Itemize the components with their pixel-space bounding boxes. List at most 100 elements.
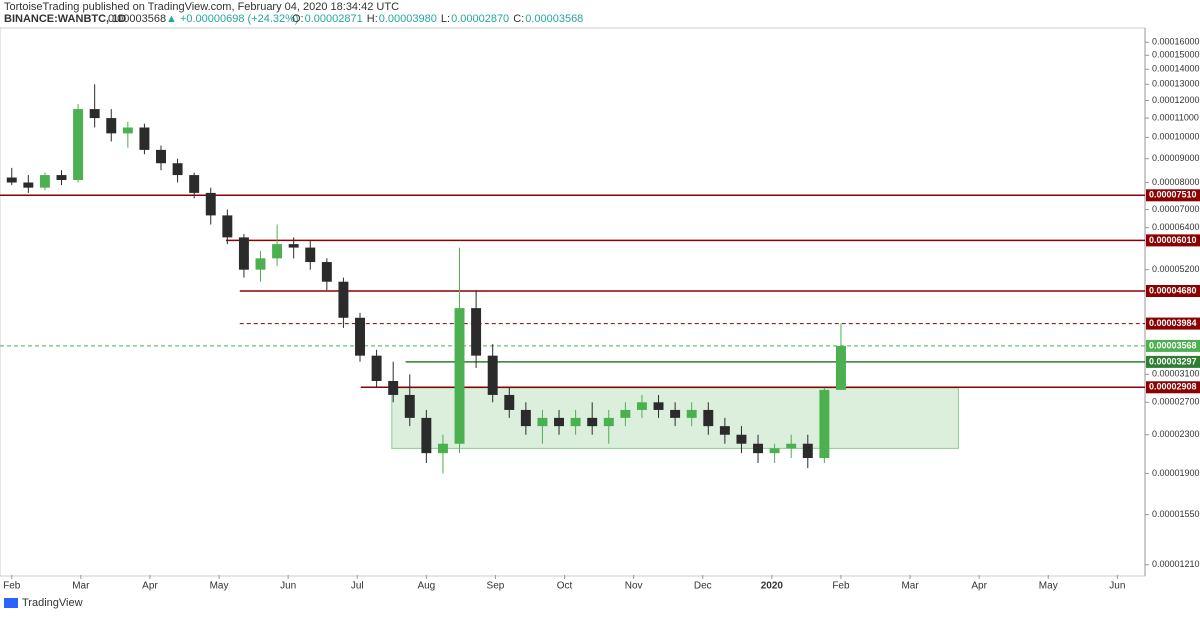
level-tag (1146, 189, 1200, 202)
candle-body (819, 389, 830, 459)
candle-body (636, 402, 647, 410)
candle-body (454, 308, 465, 444)
candle-body (421, 417, 432, 454)
publish-line: TortoiseTrading published on TradingView… (4, 1, 399, 13)
level-label: 0.00003568 (1149, 340, 1197, 350)
candle-body (487, 355, 498, 395)
candle-body (172, 163, 183, 176)
y-tick-label: 0.00009000 (1152, 153, 1200, 163)
candle-body (437, 443, 448, 454)
candle-body (570, 417, 581, 427)
candle-body (388, 380, 399, 395)
y-tick-label: 0.00001550 (1152, 509, 1200, 519)
level-label: 0.00007510 (1149, 190, 1197, 200)
candle-body (520, 409, 531, 427)
x-tick-label: Mar (72, 581, 90, 592)
x-tick-label: Dec (694, 581, 712, 592)
level-tag (1146, 339, 1200, 352)
candle-body (802, 443, 813, 459)
y-tick-label: 0.00015000 (1152, 50, 1200, 60)
ohlc-text: 0.00003568 (525, 13, 583, 25)
candle-body (769, 448, 780, 454)
candle-body (753, 443, 764, 454)
y-tick-label: 0.00007000 (1152, 204, 1200, 214)
symbol: BINANCE:WANBTC, 1D (4, 13, 126, 25)
brand-logo (4, 598, 18, 608)
candle-body (288, 244, 299, 248)
x-tick-label: Feb (3, 581, 21, 592)
x-tick-label: Sep (487, 581, 505, 592)
ohlc-text: 0.00002871 (305, 13, 363, 25)
x-tick-label: Jul (351, 581, 364, 592)
candle-body (554, 417, 565, 427)
y-tick-label: 0.00013000 (1152, 79, 1200, 89)
candle-body (620, 409, 631, 418)
candle-body (238, 237, 249, 270)
y-tick-label: 0.00002300 (1152, 429, 1200, 439)
x-tick-label: Jun (1109, 581, 1125, 592)
level-tag (1146, 355, 1200, 368)
level-label: 0.00002908 (1149, 382, 1197, 392)
y-tick-label: 0.00011000 (1152, 112, 1199, 122)
candle-body (6, 177, 17, 183)
candle-body (73, 109, 84, 181)
y-tick-label: 0.00001210 (1152, 559, 1200, 569)
candle-body (189, 175, 200, 193)
candle-body (670, 409, 681, 418)
candle-body (39, 175, 50, 188)
candle-body (139, 127, 150, 150)
candle-body (156, 149, 166, 164)
candle-body (703, 409, 714, 427)
ohlc-text: 0.00002870 (451, 13, 509, 25)
candle-body (736, 434, 747, 444)
ohlc-text: H: (367, 13, 378, 25)
level-label: 0.00006010 (1149, 235, 1197, 245)
x-tick-label: May (210, 581, 229, 592)
y-tick-label: 0.00008000 (1152, 177, 1200, 187)
candle-body (89, 109, 100, 119)
candle-body (686, 409, 697, 418)
candle-body (23, 182, 34, 188)
x-tick-label: Oct (557, 581, 573, 592)
candle-body (504, 394, 515, 410)
x-tick-label: Apr (971, 581, 987, 592)
candle-body (786, 443, 797, 449)
level-label: 0.00003297 (1149, 356, 1197, 366)
candle-body (255, 258, 266, 270)
candle-body (404, 394, 415, 418)
y-tick-label: 0.00014000 (1152, 64, 1200, 74)
y-tick-label: 0.00016000 (1152, 37, 1200, 47)
level-label: 0.00004680 (1149, 285, 1197, 295)
candle-body (355, 317, 365, 356)
level-tag (1146, 234, 1200, 247)
candle-body (603, 417, 614, 427)
brand: TradingView (22, 597, 83, 609)
candle-body (272, 244, 283, 259)
x-tick-label: Aug (417, 581, 435, 592)
y-tick-label: 0.00012000 (1152, 95, 1200, 105)
candle-body (587, 417, 598, 427)
candle-body (205, 192, 216, 216)
y-tick-label: 0.00001900 (1152, 468, 1200, 478)
plot-frame (0, 27, 1146, 577)
x-tick-label: 2020 (761, 581, 784, 592)
candle-body (222, 215, 233, 238)
x-tick-label: Apr (142, 581, 158, 592)
x-tick-label: Jun (280, 581, 296, 592)
candle-body (653, 402, 664, 410)
y-tick-label: 0.00010000 (1152, 132, 1200, 142)
candle-body (321, 262, 332, 282)
candle-body (835, 345, 846, 390)
candle-body (305, 247, 316, 263)
y-tick-label: 0.00006400 (1152, 222, 1200, 232)
level-label: 0.00003984 (1149, 318, 1197, 328)
level-tag (1146, 285, 1200, 298)
candle-body (106, 118, 117, 134)
ohlc-text: L: (441, 13, 450, 25)
y-tick-label: 0.00005200 (1152, 264, 1200, 274)
ohlc-text: 0.00003980 (379, 13, 437, 25)
candle-body (56, 175, 67, 181)
candle-body (122, 127, 133, 134)
